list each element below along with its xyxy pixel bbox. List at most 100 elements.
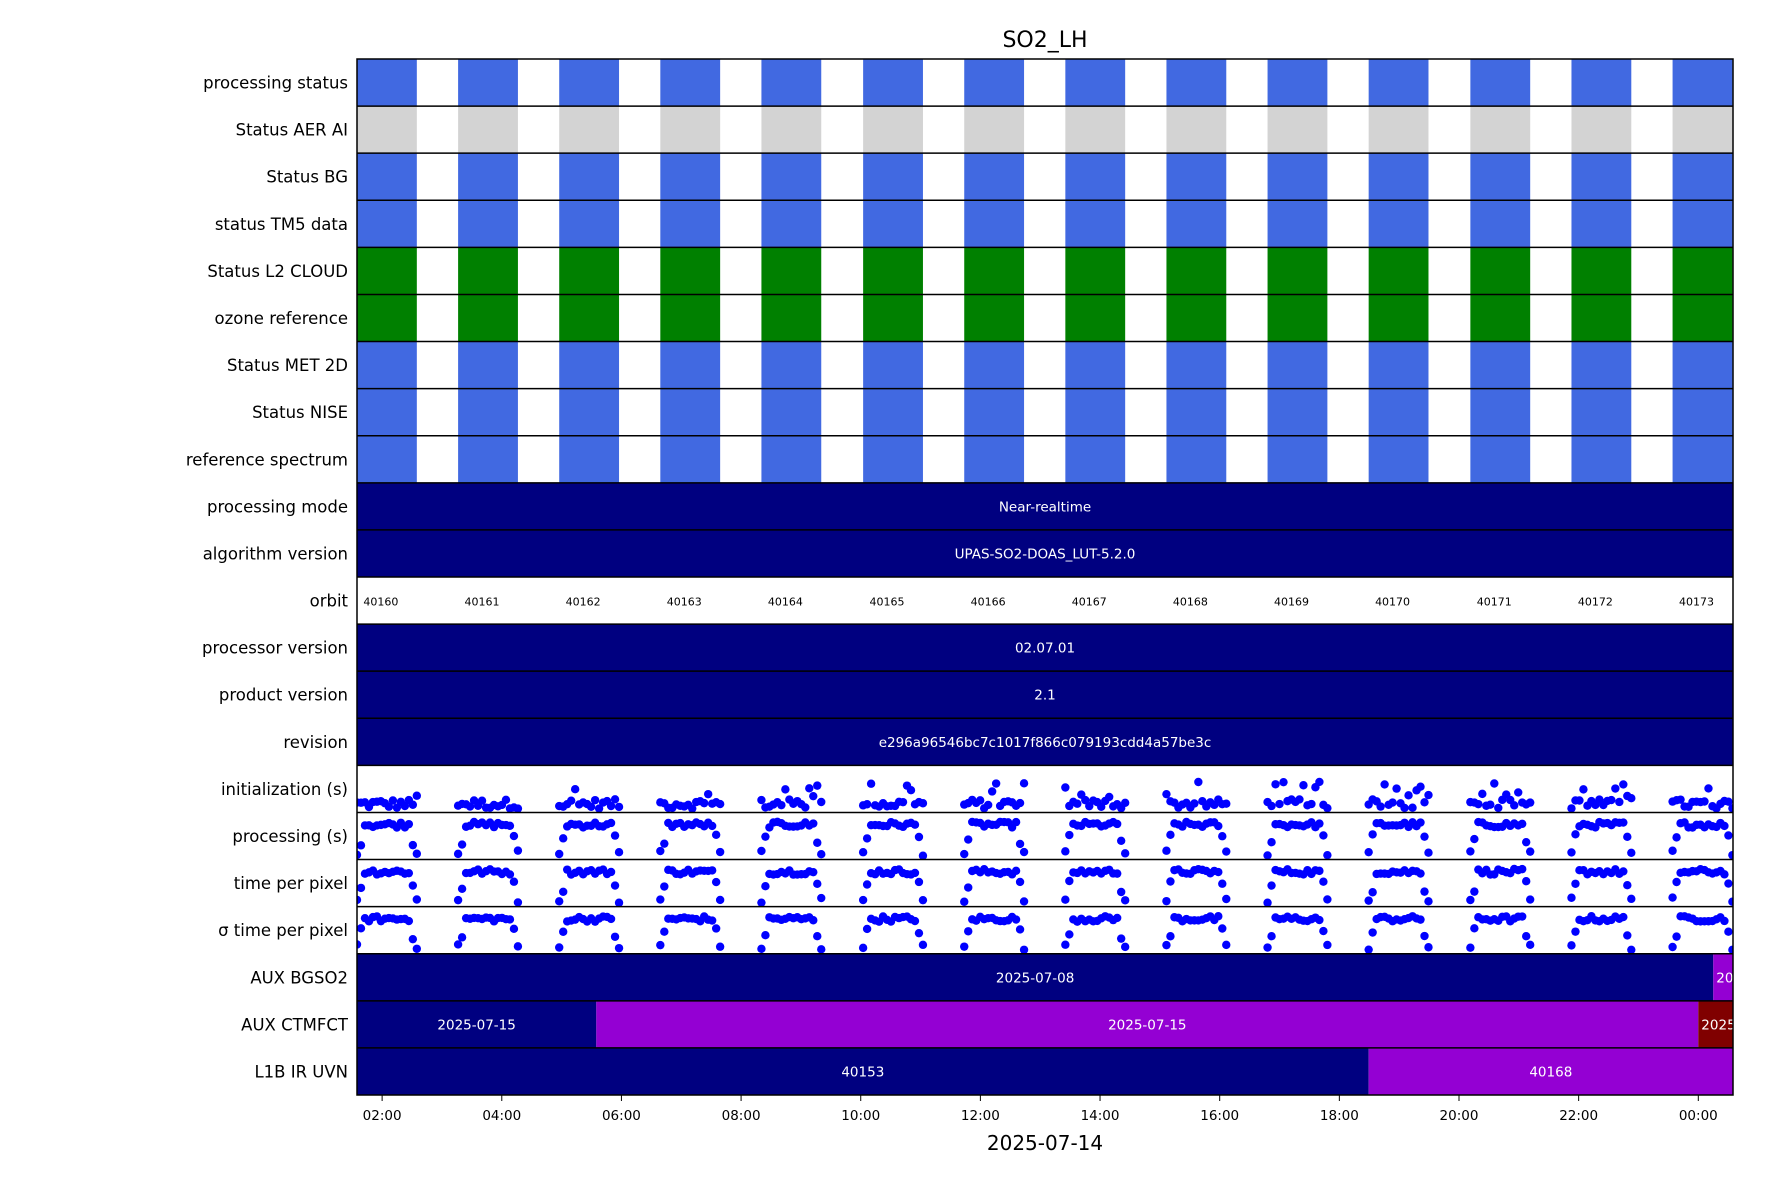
status-cell [761, 200, 822, 248]
data-point [559, 887, 568, 897]
status-cell [1368, 341, 1429, 389]
status-cell [863, 106, 923, 154]
data-point [1073, 799, 1082, 808]
data-point [412, 895, 422, 904]
data-point [960, 849, 969, 859]
status-cell [1470, 200, 1531, 248]
data-point [711, 877, 721, 887]
data-point [1619, 818, 1628, 827]
data-point [983, 800, 993, 810]
chart-title: SO2_LH [1002, 28, 1087, 53]
data-point [914, 877, 924, 887]
status-cell [559, 153, 620, 201]
data-point [477, 796, 487, 805]
status-cell [1065, 247, 1126, 295]
row-labels: processing status Status AER AI Status BG s… [186, 74, 349, 1082]
orbit-label: 40162 [566, 596, 601, 609]
data-point [1380, 780, 1389, 789]
row-label: processing status [203, 74, 348, 93]
data-point [1214, 821, 1223, 831]
data-point [586, 802, 596, 811]
row-label: Status BG [266, 168, 348, 187]
status-cell [458, 294, 518, 342]
status-cell [1267, 153, 1328, 201]
data-point [1525, 940, 1535, 950]
x-tick-label: 12:00 [961, 1108, 1000, 1124]
status-cell [1672, 435, 1733, 483]
data-point [991, 779, 1001, 788]
data-point [1319, 831, 1328, 840]
status-cell [357, 247, 417, 295]
segment-label: 2025-07- [1701, 1017, 1762, 1033]
data-point [513, 942, 523, 951]
data-point [1162, 940, 1171, 950]
status-cell [1672, 59, 1733, 107]
status-cell [1368, 435, 1429, 483]
status-cell [1470, 153, 1531, 201]
data-point [509, 831, 519, 841]
data-point [1525, 847, 1535, 856]
row-label: AUX BGSO2 [250, 968, 348, 987]
row-label: orbit [310, 592, 349, 611]
status-cell [863, 341, 923, 389]
data-point [1263, 851, 1272, 860]
x-axis: 02:00 04:00 06:00 08:00 10:00 12:00 14:00 16:00… [363, 1095, 1718, 1124]
data-point [1724, 797, 1733, 806]
row-label: revision [283, 733, 348, 752]
status-cell [1470, 106, 1531, 154]
row-status-bg [357, 153, 1733, 201]
row-label: time per pixel [234, 874, 348, 893]
orbit-label: 40164 [768, 596, 803, 609]
status-cell [559, 388, 620, 436]
status-cell [1571, 341, 1632, 389]
data-point [1627, 894, 1636, 904]
data-point [1672, 833, 1681, 842]
data-point [914, 928, 924, 938]
data-point [1271, 780, 1280, 789]
x-tick-label: 00:00 [1679, 1108, 1718, 1124]
status-cell [1368, 388, 1429, 436]
status-cell [1470, 247, 1531, 295]
status-cell [660, 106, 721, 154]
segment-label: 02.07.01 [1015, 641, 1075, 657]
orbit-label: 40166 [971, 596, 1006, 609]
data-point [1214, 867, 1223, 877]
data-point [757, 898, 766, 907]
data-point [699, 798, 709, 808]
status-cell [1672, 294, 1733, 342]
data-point [555, 943, 564, 952]
row-status-aer-ai [357, 106, 1733, 154]
status-cell [1065, 106, 1126, 154]
status-cell [761, 435, 822, 483]
status-cell [559, 106, 620, 154]
data-point [777, 800, 786, 810]
data-point [610, 932, 620, 941]
data-point [1424, 848, 1433, 857]
data-point [1623, 832, 1632, 842]
data-point [1494, 803, 1503, 813]
status-cell [1166, 59, 1227, 107]
status-cell [761, 388, 822, 436]
data-point [1466, 895, 1475, 905]
orbit-label: 40169 [1274, 596, 1309, 609]
data-point [862, 880, 872, 889]
data-point [1019, 779, 1029, 788]
data-point [817, 849, 826, 859]
data-point [1061, 940, 1070, 949]
segment-label: 2025-07 [1716, 970, 1771, 986]
data-point [656, 846, 665, 856]
data-point [453, 895, 463, 905]
data-point [918, 851, 928, 860]
data-point [1518, 912, 1527, 921]
data-point [457, 933, 467, 942]
orbit-label: 40167 [1072, 596, 1107, 609]
status-cell [559, 435, 620, 483]
data-point [453, 940, 463, 949]
data-point [1166, 830, 1175, 840]
data-point [404, 916, 414, 926]
data-point [1263, 898, 1272, 907]
data-point [505, 821, 515, 830]
data-point [1579, 785, 1588, 794]
data-point [1672, 932, 1681, 941]
data-point [707, 821, 717, 831]
